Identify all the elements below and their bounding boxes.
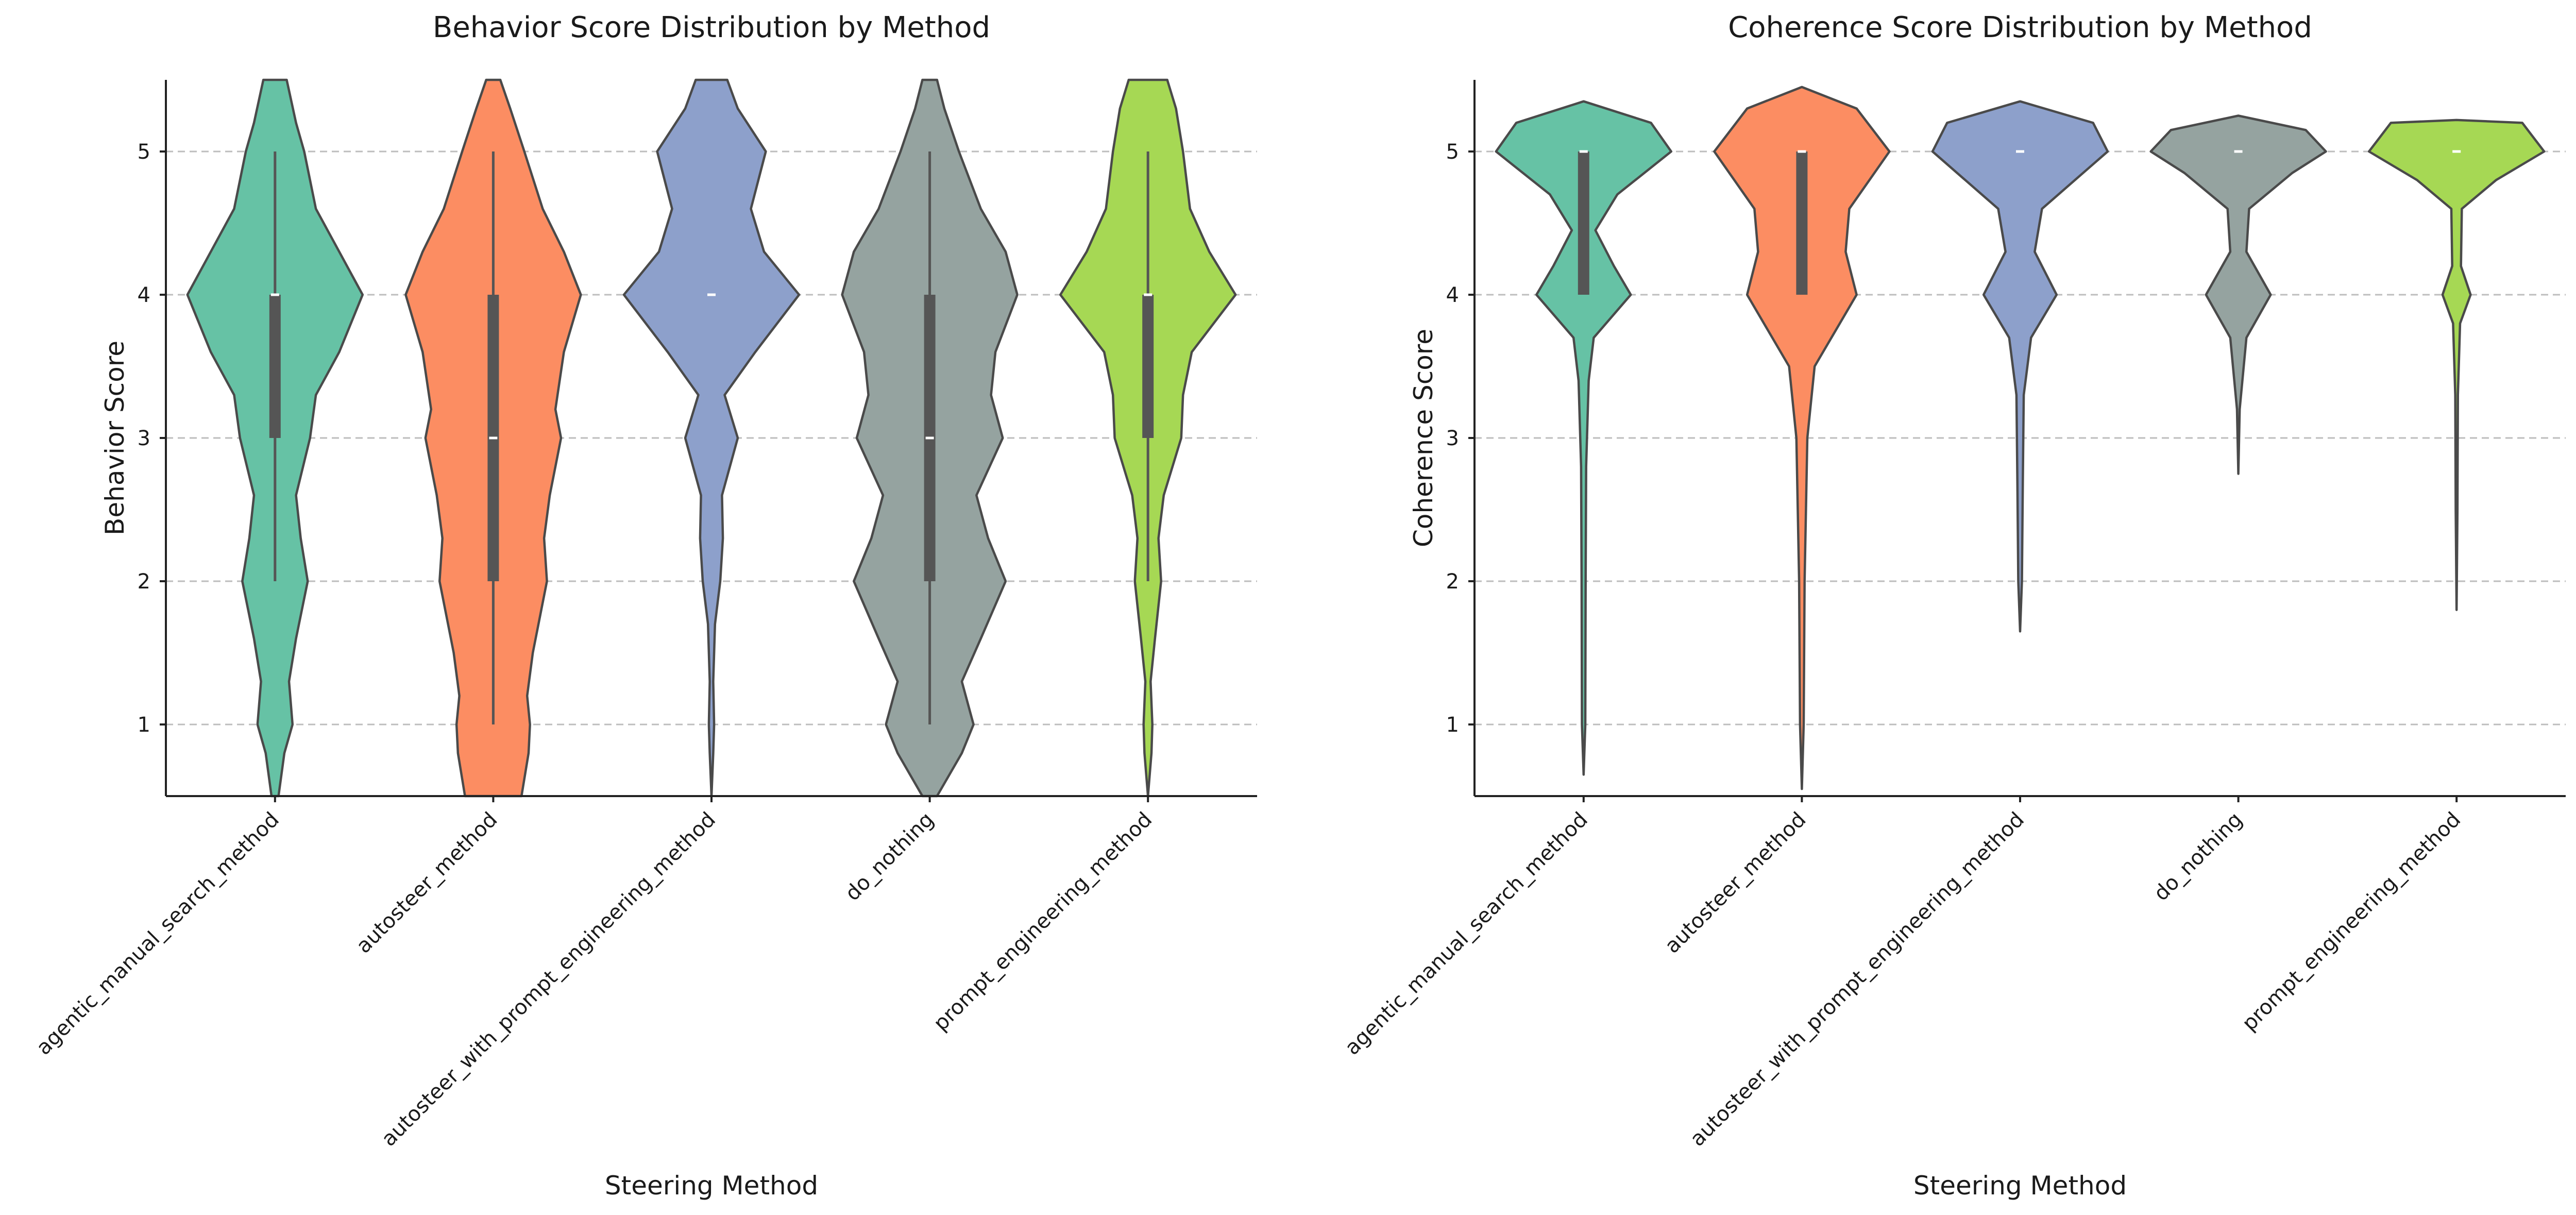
violin-body — [1931, 100, 2109, 633]
coherence-y-tick-label: 4 — [1446, 283, 1459, 307]
coherence-y-tick-label: 1 — [1446, 713, 1459, 737]
violin-iqr-box — [269, 295, 281, 438]
behavior-x-axis-label: Steering Method — [605, 1171, 818, 1201]
behavior-violin-autosteer_method — [404, 78, 582, 798]
violin-iqr-box — [1578, 151, 1589, 295]
violin-iqr-box — [1796, 151, 1808, 295]
behavior-y-tick-label: 1 — [138, 713, 150, 737]
behavior-y-tick-label: 5 — [138, 140, 150, 164]
behavior-y-tick-label: 3 — [138, 427, 150, 450]
violin-iqr-box — [1142, 295, 1154, 438]
coherence-violin-autosteer_with_prompt_engineering_method — [1931, 100, 2109, 633]
coherence-violin-agentic_manual_search_method — [1495, 100, 1673, 776]
violin-body — [622, 78, 801, 798]
coherence-y-tick-label: 5 — [1446, 140, 1459, 164]
coherence-y-tick-label: 3 — [1446, 427, 1459, 450]
coherence-violins — [1495, 86, 2546, 790]
behavior-y-tick-label: 4 — [138, 283, 150, 307]
violin-body — [2367, 119, 2546, 611]
coherence-violin-do_nothing — [2149, 114, 2327, 475]
behavior-y-tick-label: 2 — [138, 570, 150, 594]
behavior-violin-autosteer_with_prompt_engineering_method — [622, 78, 801, 798]
coherence-violin-prompt_engineering_method — [2367, 119, 2546, 611]
behavior-violin-agentic_manual_search_method — [186, 78, 364, 798]
behavior-y-ticks: 1 2 3 4 5 — [138, 140, 166, 737]
coherence-y-ticks: 1 2 3 4 5 — [1446, 140, 1475, 737]
behavior-violins — [186, 78, 1237, 798]
coherence-y-tick-label: 2 — [1446, 570, 1459, 594]
coherence-x-axis-label: Steering Method — [1913, 1171, 2127, 1201]
coherence-violin-autosteer_method — [1713, 86, 1891, 790]
violin-body — [2149, 114, 2327, 475]
behavior-y-axis-label: Behavior Score — [100, 341, 130, 535]
behavior-violin-prompt_engineering_method — [1059, 78, 1237, 798]
violin-body — [1713, 86, 1891, 790]
coherence-y-axis-label: Coherence Score — [1409, 329, 1438, 547]
behavior-chart-title: Behavior Score Distribution by Method — [433, 11, 990, 44]
behavior-violin-do_nothing — [841, 78, 1019, 798]
coherence-chart-title: Coherence Score Distribution by Method — [1728, 11, 2312, 44]
violin-body — [1495, 100, 1673, 776]
